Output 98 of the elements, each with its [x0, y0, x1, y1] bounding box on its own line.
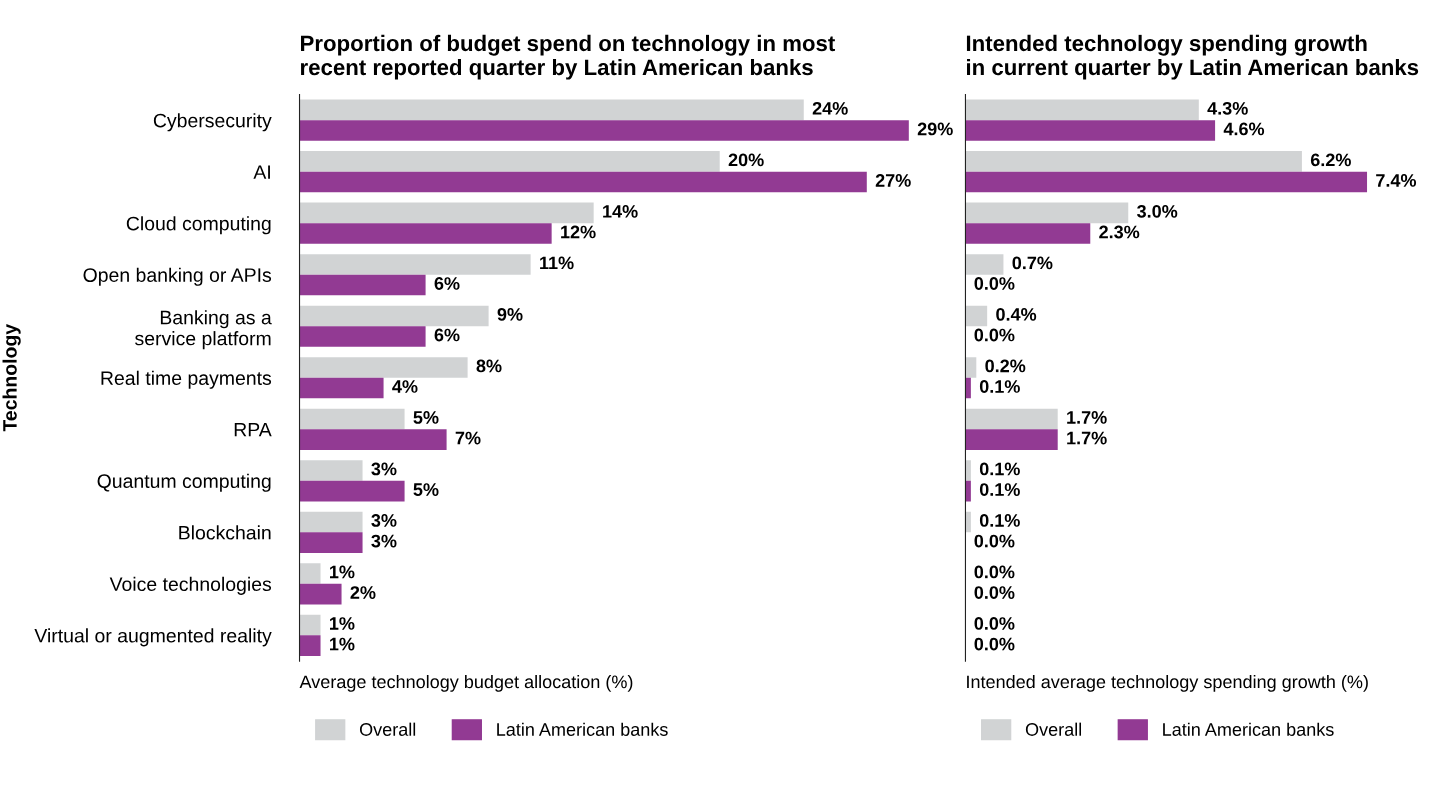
bar: [965, 202, 1129, 224]
bar: [299, 511, 363, 533]
y-tick-label: Voice technologies: [109, 576, 272, 595]
bar: [965, 171, 1368, 193]
bar: [299, 99, 804, 121]
data-label: 29%: [917, 122, 953, 136]
bar: [299, 480, 405, 502]
bar: [965, 357, 977, 378]
data-label: 14%: [603, 205, 638, 218]
legend-label: Overall: [359, 722, 416, 736]
legend-label: Latin American banks: [1163, 722, 1334, 736]
data-label: 7%: [455, 431, 481, 445]
data-label: 3%: [371, 514, 397, 527]
data-label: 1%: [330, 637, 355, 651]
bar: [299, 408, 405, 430]
data-label: 2%: [350, 586, 376, 599]
bar: [965, 223, 1091, 244]
data-label: 4.6%: [1223, 122, 1265, 136]
bar: [299, 460, 363, 481]
bar: [299, 151, 720, 172]
data-label: 0.1%: [979, 514, 1020, 527]
data-label: 0.0%: [974, 277, 1015, 290]
data-label: 24%: [812, 101, 848, 115]
bar: [965, 408, 1058, 430]
data-label: 0.4%: [996, 308, 1037, 321]
data-label: 8%: [476, 359, 502, 373]
data-label: 6.2%: [1310, 153, 1351, 167]
bar: [299, 326, 426, 347]
bar: [299, 377, 384, 399]
bar: [299, 254, 531, 275]
data-label: 7.4%: [1376, 174, 1417, 187]
bar: [965, 151, 1302, 172]
data-label: 6%: [434, 277, 460, 290]
data-label: 6%: [434, 328, 460, 342]
data-label: 1%: [330, 617, 355, 630]
data-label: 0.0%: [974, 617, 1015, 630]
data-label: 3%: [371, 462, 397, 476]
data-label: 0.0%: [974, 534, 1015, 548]
bar: [299, 274, 426, 296]
data-label: 5%: [413, 483, 439, 496]
data-label: 4%: [392, 380, 418, 393]
bar: [299, 532, 363, 553]
y-tick-label: Cloud computing: [126, 216, 271, 235]
data-label: 0.2%: [985, 359, 1026, 373]
legend-label: Overall: [1025, 722, 1082, 736]
bar: [965, 120, 1216, 141]
bar: [299, 223, 552, 244]
x-axis-title: Intended average technology spending growth (%): [967, 674, 1368, 692]
bar: [299, 202, 594, 224]
data-label: 20%: [728, 153, 764, 167]
data-label: 27%: [875, 174, 911, 187]
chart-title: Intended technology spending growth in current quarter by Latin American banks: [966, 34, 1419, 80]
y-tick-label: Real time payments: [101, 370, 272, 389]
bar: [299, 171, 867, 193]
data-label: 5%: [413, 411, 439, 424]
bar: [965, 254, 1004, 275]
y-tick-label: RPA: [234, 422, 272, 437]
data-label: 11%: [540, 256, 574, 270]
y-tick-label: Blockchain: [179, 525, 271, 540]
data-label: 0.1%: [979, 462, 1020, 476]
y-tick-label: AI: [253, 165, 270, 179]
y-tick-label: Open banking or APIs: [83, 267, 272, 286]
legend-label: Latin American banks: [497, 722, 668, 736]
data-label: 1.7%: [1067, 411, 1107, 424]
y-tick-label: Virtual or augmented reality: [34, 628, 272, 647]
data-label: 0.0%: [974, 565, 1015, 579]
bar: [299, 357, 468, 378]
bar: [965, 305, 988, 327]
bar: [299, 614, 321, 636]
bar: [299, 429, 447, 450]
data-label: 1.7%: [1067, 431, 1107, 445]
data-label: 0.7%: [1012, 256, 1053, 270]
bar: [299, 635, 321, 656]
data-label: 2.3%: [1099, 225, 1140, 239]
data-label: 3.0%: [1137, 204, 1178, 218]
data-label: 4.3%: [1207, 101, 1248, 115]
y-axis-title: Technology: [2, 324, 21, 432]
data-label: 0.0%: [974, 586, 1015, 599]
data-label: 0.1%: [979, 380, 1020, 393]
bar: [299, 563, 321, 584]
bar: [299, 305, 489, 327]
chart-title: Proportion of budget spend on technology in most recent reported quarter by Latin American banks: [300, 34, 836, 80]
data-label: 1%: [330, 565, 355, 579]
bar: [299, 583, 342, 605]
data-label: 12%: [561, 225, 596, 239]
bar: [965, 99, 1199, 121]
data-label: 9%: [497, 308, 523, 321]
bar: [965, 429, 1058, 450]
data-label: 0.0%: [974, 328, 1015, 342]
y-tick-label: Quantum computing: [97, 473, 271, 492]
data-label: 0.1%: [979, 483, 1020, 496]
data-label: 3%: [371, 534, 397, 548]
bar: [299, 120, 909, 141]
bar: [965, 460, 971, 481]
y-tick-label: Cybersecurity: [153, 113, 272, 132]
y-tick-label: Banking as a service platform: [135, 310, 272, 350]
x-axis-title: Average technology budget allocation (%): [299, 674, 633, 692]
data-label: 0.0%: [974, 637, 1015, 651]
